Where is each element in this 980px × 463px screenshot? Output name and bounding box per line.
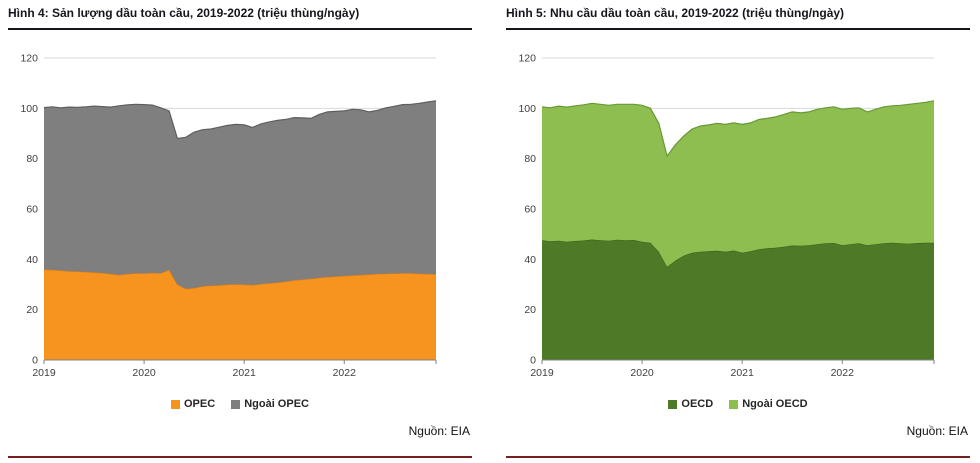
figure-4-source-note: Nguồn: EIA <box>408 424 470 438</box>
legend-label-non-opec: Ngoài OPEC <box>244 398 309 410</box>
figure-4-title: Hình 4: Sản lượng dầu toàn cầu, 2019-202… <box>8 6 360 20</box>
svg-text:60: 60 <box>26 204 38 216</box>
legend-swatch-opec <box>171 399 180 409</box>
figure-5-panel: Hình 5: Nhu cầu dầu toàn cầu, 2019-2022 … <box>506 4 970 458</box>
figure-4-legend: OPEC Ngoài OPEC <box>8 398 472 410</box>
figure-4-production-chart: 0 20 40 60 80 100 120 2019 2020 2021 2022 <box>20 53 437 379</box>
legend-label-non-oecd: Ngoài OECD <box>742 398 808 410</box>
svg-text:2020: 2020 <box>132 367 156 379</box>
svg-text:80: 80 <box>26 153 38 165</box>
svg-text:0: 0 <box>530 355 536 367</box>
figure-5-title-rule <box>506 28 970 30</box>
legend-label-opec: OPEC <box>184 398 216 410</box>
svg-text:2019: 2019 <box>530 367 554 379</box>
legend-item-oecd: OECD <box>668 398 713 410</box>
figure-4-bottom-rule <box>8 456 472 458</box>
legend-swatch-non-oecd <box>729 399 739 409</box>
figure-5-bottom-rule <box>506 456 970 458</box>
svg-text:60: 60 <box>524 204 536 216</box>
svg-text:2019: 2019 <box>32 367 56 379</box>
svg-text:40: 40 <box>26 254 38 266</box>
svg-text:120: 120 <box>518 53 536 65</box>
legend-swatch-non-opec <box>231 399 241 409</box>
svg-text:100: 100 <box>518 103 536 115</box>
figure-5-source-note: Nguồn: EIA <box>906 424 968 438</box>
figure-5-demand-chart: 0 20 40 60 80 100 120 2019 2020 2021 2022 <box>518 53 935 379</box>
svg-text:2021: 2021 <box>232 367 256 379</box>
svg-text:120: 120 <box>20 53 38 65</box>
legend-label-oecd: OECD <box>681 398 714 410</box>
svg-text:0: 0 <box>32 355 38 367</box>
svg-text:2020: 2020 <box>630 367 654 379</box>
legend-swatch-oecd <box>668 399 678 409</box>
figure-5-title: Hình 5: Nhu cầu dầu toàn cầu, 2019-2022 … <box>506 6 845 20</box>
svg-text:2021: 2021 <box>730 367 754 379</box>
svg-text:2022: 2022 <box>831 367 855 379</box>
svg-text:80: 80 <box>524 153 536 165</box>
figure-4-panel: Hình 4: Sản lượng dầu toàn cầu, 2019-202… <box>8 4 472 458</box>
legend-item-non-opec: Ngoài OPEC <box>231 398 309 410</box>
legend-item-opec: OPEC <box>171 398 215 410</box>
svg-text:2022: 2022 <box>333 367 357 379</box>
figure-5-legend: OECD Ngoài OECD <box>506 398 970 410</box>
legend-item-non-oecd: Ngoài OECD <box>729 398 808 410</box>
figure-4-title-rule <box>8 28 472 30</box>
svg-text:20: 20 <box>26 304 38 316</box>
svg-text:100: 100 <box>20 103 38 115</box>
svg-text:40: 40 <box>524 254 536 266</box>
svg-text:20: 20 <box>524 304 536 316</box>
